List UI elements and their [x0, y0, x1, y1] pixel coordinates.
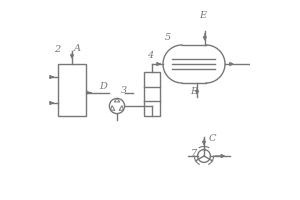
Text: 2: 2 [54, 45, 60, 54]
Text: E: E [190, 87, 198, 96]
Text: 3: 3 [121, 86, 127, 95]
Text: E: E [199, 11, 206, 20]
Bar [58, 64, 86, 116]
Bar [144, 72, 160, 116]
Text: 5: 5 [165, 33, 171, 42]
Text: 4: 4 [147, 51, 153, 60]
Text: D: D [99, 82, 107, 91]
Text: A: A [74, 44, 81, 53]
Bar [182, 45, 206, 83]
Text: C: C [209, 134, 217, 143]
Text: 7: 7 [191, 149, 197, 158]
